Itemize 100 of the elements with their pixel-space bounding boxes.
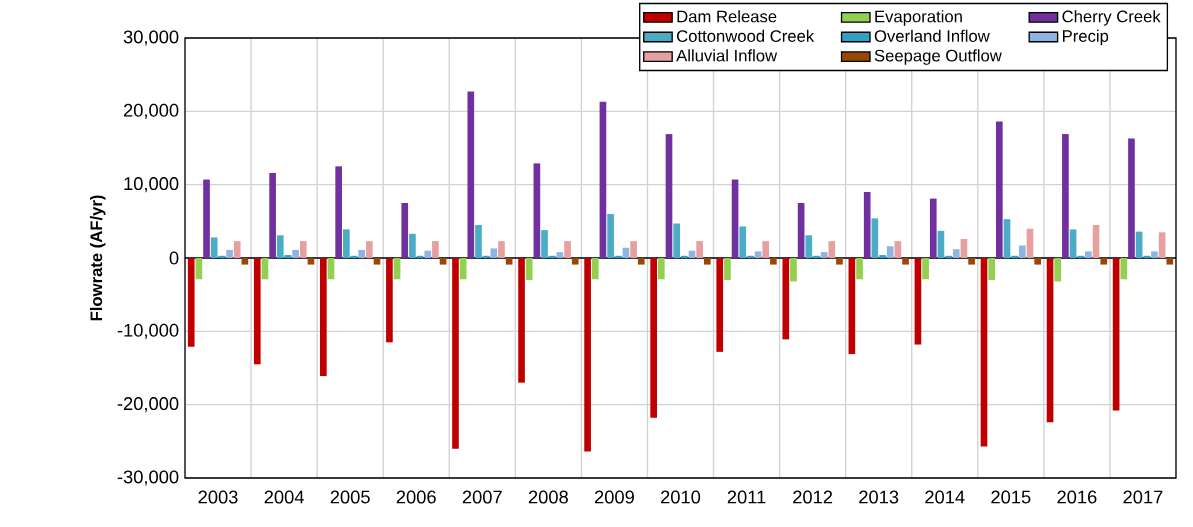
bar [210, 237, 218, 258]
bar [1003, 219, 1011, 258]
bar [937, 230, 945, 258]
bar [366, 241, 373, 258]
y-axis-title: Flowrate (AF/yr) [89, 195, 106, 321]
bar [922, 257, 929, 280]
bar [681, 255, 688, 258]
bar [564, 241, 571, 258]
bar [782, 257, 790, 340]
y-tick-label: 20,000 [123, 103, 179, 119]
bar [828, 241, 836, 258]
y-tick-label: -20,000 [117, 397, 179, 413]
bar [1100, 257, 1108, 265]
x-tick-label: 2017 [1123, 490, 1163, 504]
bar [343, 229, 350, 258]
bar [658, 257, 665, 280]
bar [1011, 255, 1018, 258]
bar [505, 257, 513, 265]
y-tick-label: -30,000 [117, 470, 179, 486]
x-tick-label: 2011 [727, 490, 766, 504]
bar [467, 91, 475, 258]
bar [584, 257, 591, 452]
bar [1062, 134, 1069, 258]
bar [665, 134, 673, 258]
bar [556, 252, 564, 258]
bar [253, 257, 261, 365]
bar [836, 257, 843, 265]
bar [226, 249, 233, 258]
bar [902, 257, 909, 265]
bar [856, 257, 863, 280]
bar [599, 101, 607, 258]
bar [320, 257, 327, 377]
legend-label: Alluvial Inflow [676, 49, 778, 62]
bar [386, 257, 393, 343]
bar [548, 255, 556, 258]
bar [805, 235, 813, 258]
bar [498, 241, 505, 258]
bar [1054, 257, 1062, 282]
bar [968, 257, 975, 265]
bar [770, 257, 777, 265]
y-tick-label: 0 [169, 251, 179, 265]
legend-label: Overland Inflow [874, 29, 990, 42]
x-tick-label: 2010 [661, 490, 701, 504]
x-tick-label: 2009 [594, 490, 634, 504]
bar [1034, 257, 1041, 265]
bar [739, 226, 747, 258]
bar [1085, 251, 1092, 258]
legend-label: Seepage Outflow [874, 49, 1002, 65]
legend-label: Precip [1062, 29, 1109, 46]
bar [439, 257, 447, 265]
bar [650, 257, 657, 418]
bar [1092, 225, 1100, 258]
bar [747, 255, 754, 258]
bar [409, 233, 416, 258]
y-tick-label: 30,000 [123, 30, 179, 46]
bar [820, 252, 828, 258]
x-tick-label: 2003 [198, 490, 238, 504]
bar [879, 255, 886, 258]
x-tick-label: 2012 [793, 490, 833, 504]
bar [269, 172, 276, 258]
bar [541, 230, 548, 258]
bar [591, 257, 599, 280]
x-tick-label: 2016 [1057, 490, 1097, 504]
bar [704, 257, 711, 265]
bar [960, 238, 968, 258]
x-tick-label: 2013 [859, 490, 899, 504]
bar [724, 257, 731, 280]
bar [716, 257, 724, 352]
bar [187, 257, 195, 347]
x-tick-label: 2014 [925, 490, 965, 504]
bar [1158, 232, 1166, 258]
bar [284, 255, 292, 258]
bar [1018, 245, 1026, 258]
bar [995, 121, 1003, 258]
bar [432, 241, 439, 258]
bar [307, 257, 315, 265]
bar [1046, 257, 1054, 423]
bar [980, 257, 988, 447]
legend-label: Cottonwood Creek [677, 29, 815, 42]
bar [813, 255, 820, 258]
bar [533, 163, 541, 258]
bar [1128, 138, 1135, 258]
bar [1077, 255, 1085, 258]
bar [518, 257, 525, 383]
bar [945, 255, 952, 258]
bar [754, 251, 762, 258]
bar [886, 246, 894, 258]
bar [276, 235, 284, 258]
bar [762, 241, 770, 258]
bar [871, 218, 879, 258]
bar [424, 250, 432, 258]
x-tick-label: 2008 [528, 490, 568, 504]
bar [614, 255, 622, 258]
bar [797, 203, 805, 258]
bar [790, 257, 797, 282]
bar [988, 257, 995, 280]
bar [863, 192, 871, 258]
bar [490, 248, 498, 258]
x-tick-label: 2015 [991, 490, 1031, 504]
legend-label: Evaporation [875, 10, 962, 26]
